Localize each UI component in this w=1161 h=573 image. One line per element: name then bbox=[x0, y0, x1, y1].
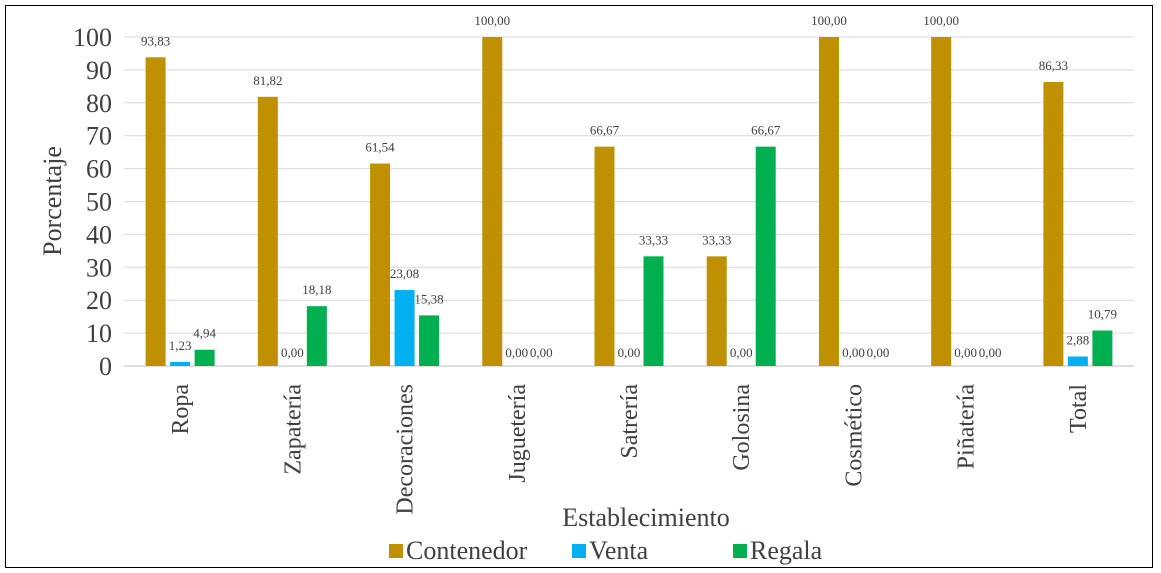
bar-contenedor bbox=[931, 37, 952, 366]
legend-label: Regala bbox=[750, 536, 823, 565]
legend: Contenedor Venta Regala bbox=[389, 536, 823, 565]
data-label: 0,00 bbox=[979, 345, 1002, 360]
data-label: 0,00 bbox=[505, 345, 528, 360]
data-label: 18,18 bbox=[302, 282, 331, 297]
bar-regala bbox=[1092, 330, 1113, 366]
y-tick-label: 90 bbox=[86, 56, 112, 85]
x-tick-label: Decoraciones bbox=[393, 384, 419, 515]
bar-contenedor bbox=[818, 37, 839, 366]
x-tick-label: Ropa bbox=[168, 384, 194, 435]
data-label: 0,00 bbox=[954, 345, 977, 360]
x-tick-label: Zapatería bbox=[280, 384, 306, 475]
data-label: 0,00 bbox=[842, 345, 865, 360]
data-label: 33,33 bbox=[639, 232, 668, 247]
bar-contenedor bbox=[482, 37, 503, 366]
bars bbox=[145, 37, 1113, 367]
y-tick-label: 30 bbox=[86, 253, 112, 282]
data-label: 23,08 bbox=[390, 266, 419, 281]
x-tick-label: Golosina bbox=[729, 384, 755, 471]
data-label: 66,67 bbox=[751, 123, 781, 138]
data-label: 2,88 bbox=[1067, 333, 1090, 348]
legend-swatch-venta bbox=[572, 544, 586, 558]
bar-regala bbox=[643, 256, 664, 366]
data-label: 0,00 bbox=[730, 345, 753, 360]
x-tick-label: Total bbox=[1066, 384, 1092, 433]
y-tick-label: 40 bbox=[86, 220, 112, 249]
bar-contenedor bbox=[257, 96, 278, 367]
data-label: 100,00 bbox=[811, 13, 847, 28]
data-label: 81,82 bbox=[253, 73, 282, 88]
y-tick-label: 0 bbox=[99, 352, 112, 381]
y-tick-label: 60 bbox=[86, 155, 112, 184]
data-label: 0,00 bbox=[867, 345, 890, 360]
bar-contenedor bbox=[594, 146, 615, 366]
data-label: 66,67 bbox=[590, 123, 620, 138]
bar-contenedor bbox=[706, 256, 727, 366]
x-axis-ticks: Ropa Zapatería Decoraciones Juguetería Satre… bbox=[168, 384, 1092, 515]
bar-contenedor bbox=[370, 163, 391, 366]
data-label: 100,00 bbox=[923, 13, 959, 28]
gridlines bbox=[124, 36, 1134, 367]
data-label: 0,00 bbox=[618, 345, 641, 360]
y-tick-label: 70 bbox=[86, 122, 112, 151]
bar-venta bbox=[170, 361, 191, 366]
bar-chart: 0 10 20 30 40 50 60 70 80 90 100 93,83 1,234,94 81,8… bbox=[38, 13, 1134, 565]
legend-swatch-contenedor bbox=[389, 544, 403, 558]
x-tick-label: Piñatería bbox=[954, 384, 980, 470]
data-label: 4,94 bbox=[193, 326, 216, 341]
legend-label: Contenedor bbox=[406, 536, 528, 565]
x-tick-label: Juguetería bbox=[505, 384, 531, 483]
data-label: 93,83 bbox=[141, 33, 170, 48]
y-axis-title: Porcentaje bbox=[38, 146, 67, 256]
bar-regala bbox=[194, 349, 215, 366]
bar-regala bbox=[306, 306, 327, 366]
chart-frame: 0 10 20 30 40 50 60 70 80 90 100 93,83 1,23 4,94 81,8… bbox=[5, 5, 1153, 568]
data-label: 1,23 bbox=[169, 338, 192, 353]
data-label: 61,54 bbox=[365, 140, 395, 155]
bar-contenedor bbox=[145, 57, 166, 366]
data-label: 33,33 bbox=[702, 232, 731, 247]
bar-regala bbox=[419, 315, 440, 366]
y-tick-label: 50 bbox=[86, 188, 112, 217]
data-label: 86,33 bbox=[1039, 58, 1068, 73]
bar-venta bbox=[1067, 356, 1088, 366]
y-tick-label: 20 bbox=[86, 286, 112, 315]
data-label: 15,38 bbox=[414, 291, 443, 306]
y-axis-ticks: 0 10 20 30 40 50 60 70 80 90 100 bbox=[73, 23, 112, 381]
y-tick-label: 100 bbox=[73, 23, 112, 52]
y-tick-label: 10 bbox=[86, 319, 112, 348]
data-label: 0,00 bbox=[530, 345, 553, 360]
x-axis-title: Establecimiento bbox=[562, 503, 730, 532]
legend-swatch-regala bbox=[733, 544, 747, 558]
bar-venta bbox=[394, 290, 415, 366]
legend-label: Venta bbox=[589, 536, 649, 565]
x-tick-label: Cosmético bbox=[841, 384, 867, 487]
data-label: 10,79 bbox=[1088, 307, 1117, 322]
y-tick-label: 80 bbox=[86, 89, 112, 118]
bar-contenedor bbox=[1043, 81, 1064, 366]
data-labels: 93,83 1,234,94 81,82 0,00 18,18 61,54 23,08 15,… bbox=[141, 13, 1117, 360]
bar-regala bbox=[755, 146, 776, 366]
x-tick-label: Satrería bbox=[617, 384, 643, 459]
data-label: 0,00 bbox=[281, 345, 304, 360]
data-label: 100,00 bbox=[474, 13, 510, 28]
